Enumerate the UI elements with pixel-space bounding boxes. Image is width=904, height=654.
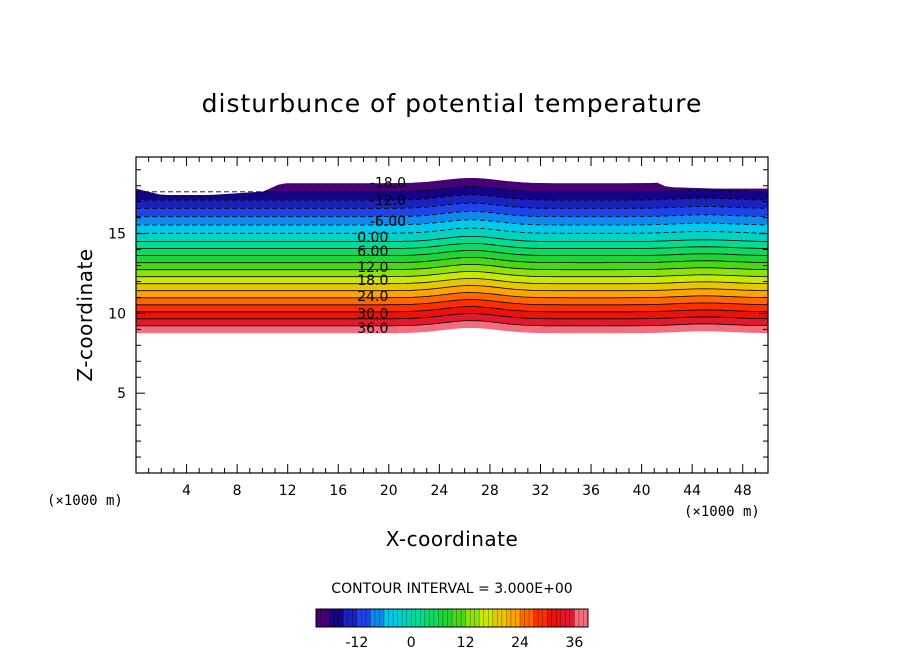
- colorbar-swatch: [424, 609, 439, 627]
- contour-line: [136, 256, 768, 264]
- x-tick-label: 20: [380, 483, 398, 499]
- colorbar-swatch: [560, 609, 575, 627]
- colorbar-swatch: [438, 609, 453, 627]
- contour-label: 30.0: [357, 306, 388, 322]
- chart-title: disturbunce of potential temperature: [202, 89, 703, 118]
- x-axis-label: X-coordinate: [386, 527, 519, 551]
- contour-label: 36.0: [357, 321, 388, 337]
- x-tick-label: 36: [582, 483, 600, 499]
- contour-labels: -18.0-12.0 -6.000.006.0012.018.024.030.03…: [357, 176, 406, 337]
- x-tick-label: 32: [532, 483, 550, 499]
- contour-line: [136, 292, 768, 299]
- colorbar-tick-label: 12: [457, 635, 475, 651]
- x-tick-label: 24: [430, 483, 448, 499]
- colorbar-swatch: [547, 609, 562, 627]
- colorbar: [315, 608, 589, 628]
- contour-line: [136, 243, 768, 249]
- contour-line: [136, 263, 768, 271]
- contour-line: [136, 285, 768, 292]
- contour-lines: [136, 186, 768, 327]
- y-tick-label: 15: [108, 227, 126, 243]
- x-tick-label: 12: [279, 483, 297, 499]
- colorbar-tick-label: 24: [511, 635, 529, 651]
- x-tick-label: 28: [481, 483, 499, 499]
- colorbar-swatch: [411, 609, 426, 627]
- colorbar-frame: [315, 608, 589, 628]
- contour-line: [136, 219, 768, 226]
- contour-line: [136, 236, 768, 242]
- contour-line: [136, 227, 768, 234]
- contour-line: [136, 271, 768, 278]
- colorbar-tick-label: 0: [407, 635, 416, 651]
- colorbar-swatch: [533, 609, 548, 627]
- colorbar-swatch: [506, 609, 521, 627]
- x-unit-left: (×1000 m): [47, 493, 123, 509]
- colorbar-swatch: [356, 609, 371, 627]
- contour-label: 12.0: [357, 260, 388, 276]
- colorbar-swatch: [465, 609, 480, 627]
- colorbar-tick-label: 36: [565, 635, 583, 651]
- contour-label: 6.00: [357, 244, 388, 260]
- colorbar-swatch: [479, 609, 494, 627]
- x-unit-right: (×1000 m): [684, 504, 760, 520]
- contour-interval-text: CONTOUR INTERVAL = 3.000E+00: [331, 581, 572, 597]
- colorbar-swatch: [384, 609, 399, 627]
- x-tick-label: 4: [182, 483, 191, 499]
- contour-line: [136, 211, 768, 218]
- colorbar-swatch: [397, 609, 412, 627]
- contour-label: 18.0: [357, 273, 388, 289]
- contour-line: [136, 320, 768, 327]
- colorbar-swatch: [329, 609, 344, 627]
- colorbar-swatch: [370, 609, 385, 627]
- contour-line: [136, 278, 768, 285]
- contour-label: -6.00: [370, 214, 406, 230]
- contour-line: [136, 313, 768, 320]
- y-axis-label: Z-coordinate: [73, 248, 97, 381]
- colorbar-tick-labels: -12 0 12 24 36: [345, 635, 583, 651]
- x-tick-label: 16: [329, 483, 347, 499]
- contour-line: [136, 186, 768, 193]
- y-tick-label: 10: [108, 306, 126, 322]
- colorbar-swatch: [574, 609, 589, 627]
- colorbar-swatch: [452, 609, 467, 627]
- x-tick-label: 44: [683, 483, 701, 499]
- y-tick-label: 5: [117, 386, 126, 402]
- contour-line: [136, 299, 768, 306]
- x-tick-label: 48: [734, 483, 752, 499]
- colorbar-swatch: [343, 609, 358, 627]
- colorbar-tick-label: -12: [345, 635, 368, 651]
- contour-label: -18.0: [370, 176, 406, 192]
- colorbar-swatch: [316, 609, 331, 627]
- axis-ticks: [136, 157, 768, 473]
- colorbar-swatch: [520, 609, 535, 627]
- contour-line: [136, 250, 768, 256]
- contour-line: [136, 194, 768, 201]
- contour-label: 0.00: [357, 230, 388, 246]
- x-tick-label: 8: [233, 483, 242, 499]
- x-tick-label: 40: [633, 483, 651, 499]
- contour-label: -12.0: [370, 193, 406, 209]
- colorbar-swatch: [492, 609, 507, 627]
- contour-label: 24.0: [357, 289, 388, 305]
- contour-line: [136, 202, 768, 209]
- contour-line: [136, 306, 768, 313]
